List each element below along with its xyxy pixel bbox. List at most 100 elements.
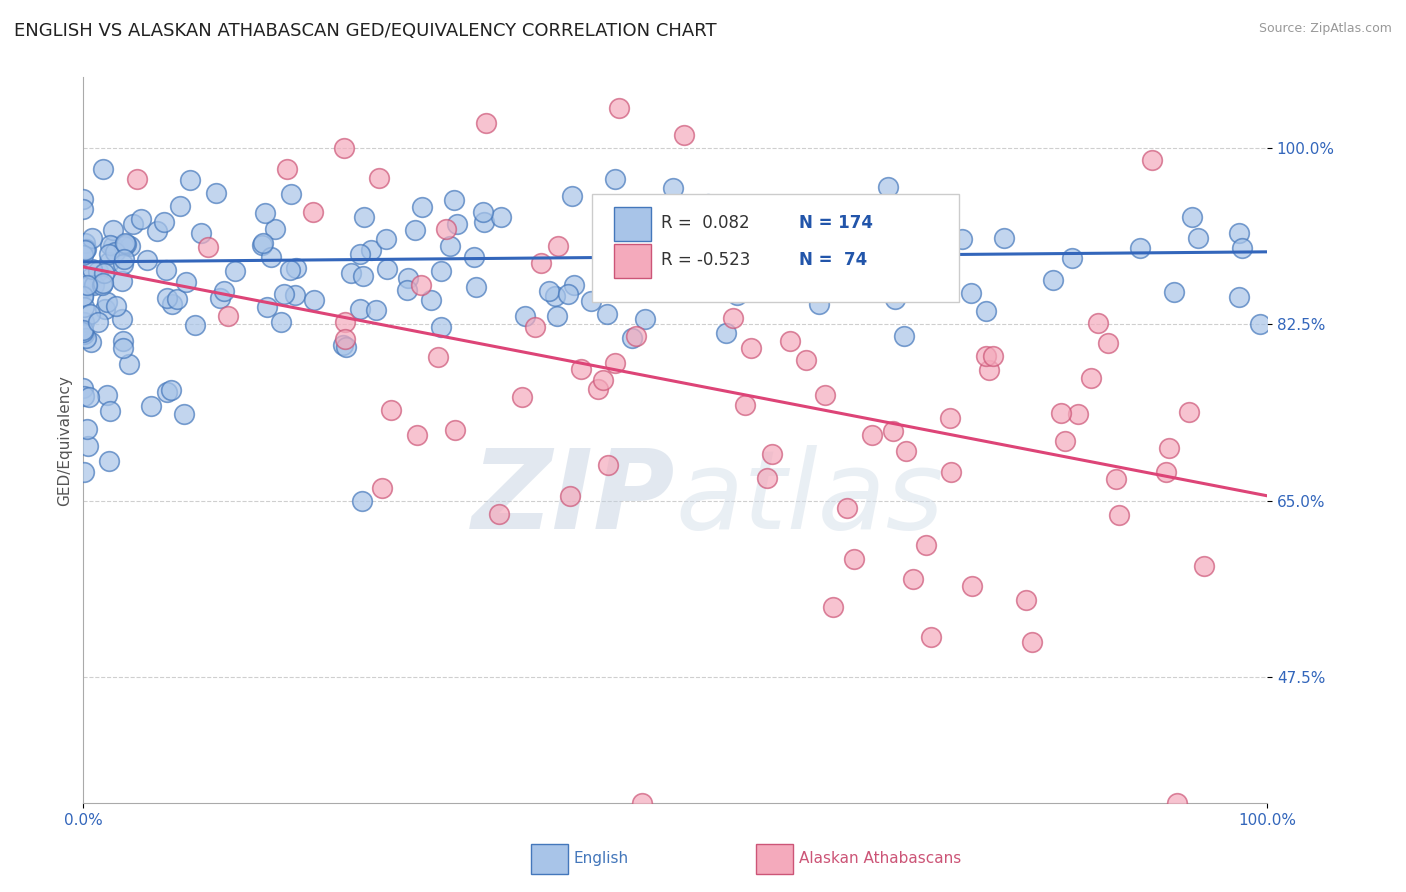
Point <box>1230 241 1253 255</box>
Point <box>370 481 392 495</box>
Point <box>75 242 97 256</box>
Point <box>634 312 657 326</box>
Point <box>1042 273 1064 287</box>
Point <box>603 356 626 370</box>
Point <box>111 256 134 270</box>
Point <box>98 403 121 417</box>
Point <box>79 269 101 284</box>
Point <box>190 226 212 240</box>
Point <box>72 314 94 328</box>
Point <box>794 352 817 367</box>
Point <box>73 465 96 479</box>
Text: R = -0.523: R = -0.523 <box>661 252 751 269</box>
Point <box>260 250 283 264</box>
Point <box>434 222 457 236</box>
Point <box>544 289 567 303</box>
Point <box>621 331 644 345</box>
Point <box>79 307 101 321</box>
Point <box>72 192 94 206</box>
Point <box>169 199 191 213</box>
Point <box>349 302 371 317</box>
Point <box>285 261 308 276</box>
Point <box>352 269 374 284</box>
Point <box>76 277 98 292</box>
Text: ZIP: ZIP <box>471 445 675 552</box>
Point <box>1053 434 1076 448</box>
Point <box>367 171 389 186</box>
Point <box>666 266 689 280</box>
Point <box>93 266 115 280</box>
Point <box>596 307 619 321</box>
Point <box>72 290 94 304</box>
Point <box>118 358 141 372</box>
Point <box>73 300 96 314</box>
Point <box>911 263 934 277</box>
Point <box>75 331 97 345</box>
Point <box>637 219 659 234</box>
Point <box>630 211 652 226</box>
Point <box>276 162 298 177</box>
Point <box>1249 317 1271 331</box>
Point <box>626 205 648 219</box>
Point <box>83 277 105 292</box>
Point <box>884 292 907 306</box>
Point <box>278 263 301 277</box>
Point <box>114 236 136 251</box>
Point <box>212 284 235 298</box>
Point <box>890 204 912 219</box>
Point <box>561 189 583 203</box>
Point <box>217 309 239 323</box>
Point <box>141 399 163 413</box>
Point <box>136 253 159 268</box>
Point <box>651 232 673 246</box>
Point <box>350 493 373 508</box>
Point <box>1227 290 1250 304</box>
Point <box>690 235 713 249</box>
Point <box>489 211 512 225</box>
Point <box>756 470 779 484</box>
Point <box>205 186 228 200</box>
Point <box>893 329 915 343</box>
Text: R =  0.082: R = 0.082 <box>661 213 749 232</box>
Point <box>488 507 510 521</box>
Point <box>96 387 118 401</box>
Point <box>443 193 465 207</box>
Point <box>786 223 808 237</box>
Point <box>80 334 103 349</box>
Point <box>1142 153 1164 167</box>
Point <box>787 250 810 264</box>
Point <box>530 256 553 270</box>
Point <box>607 101 630 115</box>
Point <box>725 288 748 302</box>
Point <box>332 338 354 352</box>
Point <box>617 236 640 251</box>
Point <box>176 275 198 289</box>
Point <box>1163 285 1185 300</box>
Point <box>1015 593 1038 607</box>
Point <box>72 381 94 395</box>
Point <box>761 448 783 462</box>
Point <box>91 162 114 177</box>
Point <box>439 239 461 253</box>
Point <box>1097 335 1119 350</box>
Point <box>537 284 560 298</box>
Point <box>129 211 152 226</box>
Point <box>513 309 536 323</box>
Point <box>1080 370 1102 384</box>
Point <box>72 289 94 303</box>
Point <box>208 291 231 305</box>
Point <box>842 552 865 566</box>
Point <box>596 458 619 472</box>
Point <box>87 315 110 329</box>
Point <box>1178 405 1201 419</box>
Point <box>779 334 801 348</box>
Point <box>981 349 1004 363</box>
Point <box>380 403 402 417</box>
Point <box>586 382 609 396</box>
Point <box>252 235 274 250</box>
Point <box>375 261 398 276</box>
Point <box>273 287 295 301</box>
Point <box>270 315 292 329</box>
Point <box>939 465 962 479</box>
Point <box>1154 465 1177 479</box>
